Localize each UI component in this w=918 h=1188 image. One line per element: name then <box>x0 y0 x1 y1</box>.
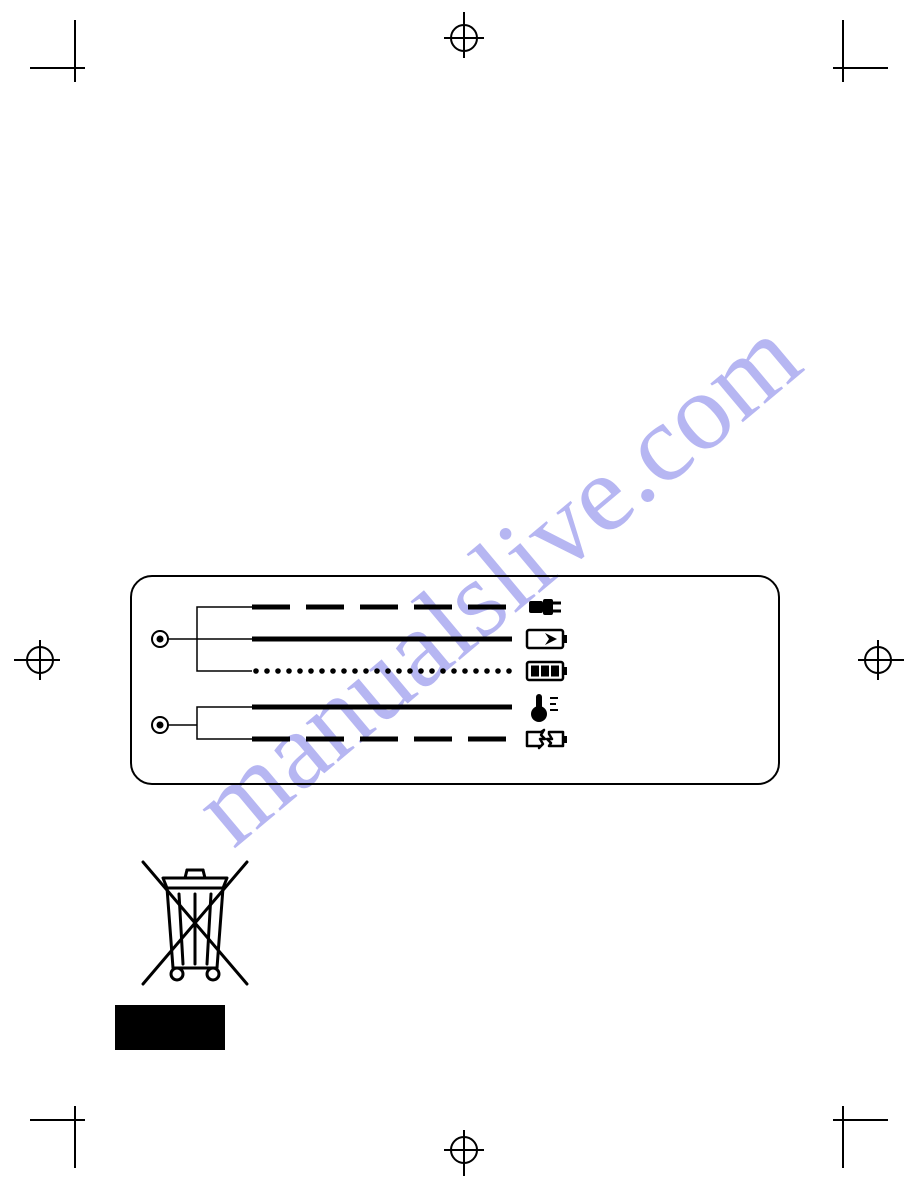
crop-mark-tr <box>818 20 888 90</box>
reg-mark-bottom <box>444 1130 484 1176</box>
row-thermal <box>252 694 558 722</box>
crop-mark-br <box>818 1098 888 1168</box>
weee-bar-icon <box>115 1005 225 1050</box>
plug-icon <box>529 599 561 615</box>
battery-full-icon <box>527 662 567 680</box>
battery-charging-icon <box>527 630 567 648</box>
led-status-panel <box>130 575 780 785</box>
battery-fault-icon <box>527 730 567 748</box>
thermometer-icon <box>531 694 558 722</box>
row-full <box>253 662 567 680</box>
reg-mark-right <box>858 640 904 680</box>
reg-mark-left <box>14 640 60 680</box>
row-fault <box>252 730 567 748</box>
weee-bin-icon <box>125 850 275 1000</box>
row-charging <box>252 630 567 648</box>
status-panel-svg <box>132 577 782 787</box>
reg-mark-top <box>444 12 484 58</box>
crop-mark-tl <box>30 20 100 90</box>
crop-mark-bl <box>30 1098 100 1168</box>
row-plug <box>252 599 561 615</box>
